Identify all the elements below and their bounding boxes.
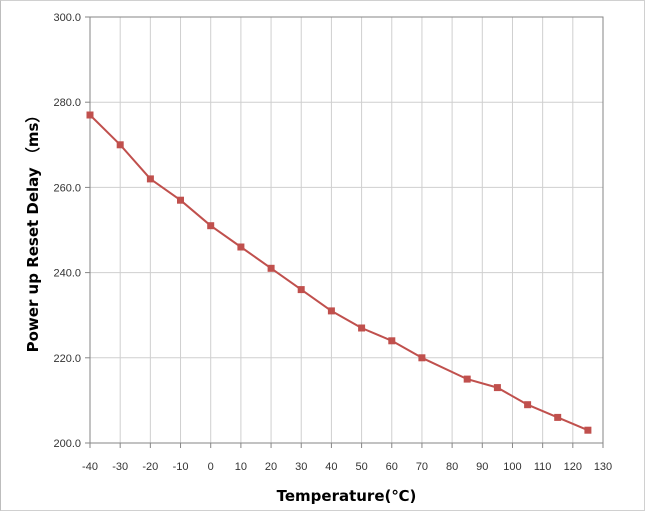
data-point bbox=[86, 111, 94, 119]
x-tick-label: 10 bbox=[235, 461, 247, 473]
data-point bbox=[358, 324, 366, 332]
series-layer bbox=[86, 111, 592, 434]
data-point bbox=[267, 264, 275, 272]
data-point bbox=[237, 243, 245, 251]
data-point bbox=[418, 354, 426, 362]
x-tick-label: -40 bbox=[82, 461, 98, 473]
data-point bbox=[146, 175, 154, 183]
y-axis-ticks: 200.0 220.0 240.0 260.0 280.0 300.0 bbox=[53, 12, 90, 450]
x-tick-label: 60 bbox=[386, 461, 398, 473]
x-tick-label: -10 bbox=[173, 461, 189, 473]
x-tick-label: 110 bbox=[534, 461, 552, 473]
x-tick-label: -20 bbox=[142, 461, 158, 473]
data-point bbox=[327, 307, 335, 315]
x-axis-ticks: -40 -30 -20 -10 0 10 20 30 40 50 60 70 80 90 100 110 120… bbox=[82, 443, 612, 473]
x-tick-label: 30 bbox=[295, 461, 307, 473]
x-tick-label: 100 bbox=[503, 461, 521, 473]
x-tick-label: 90 bbox=[476, 461, 488, 473]
x-tick-label: -30 bbox=[112, 461, 128, 473]
data-point bbox=[388, 337, 396, 345]
data-point bbox=[177, 196, 184, 204]
data-point bbox=[584, 426, 592, 434]
data-point bbox=[116, 141, 124, 149]
y-tick-label: 300.0 bbox=[53, 12, 81, 24]
data-point bbox=[463, 375, 471, 383]
grid-lines bbox=[89, 16, 604, 444]
x-tick-label: 50 bbox=[355, 461, 367, 473]
x-axis-title: Temperature(℃) bbox=[277, 487, 417, 505]
y-axis-title: Power up Reset Delay （ms） bbox=[24, 108, 42, 353]
y-tick-label: 280.0 bbox=[53, 97, 81, 109]
y-tick-label: 200.0 bbox=[53, 438, 81, 450]
data-point bbox=[297, 286, 305, 294]
y-tick-label: 240.0 bbox=[53, 268, 81, 280]
plot-area bbox=[89, 16, 604, 444]
data-point bbox=[524, 401, 532, 409]
x-tick-label: 0 bbox=[208, 461, 214, 473]
x-tick-label: 40 bbox=[325, 461, 337, 473]
x-tick-label: 130 bbox=[594, 461, 612, 473]
x-tick-label: 20 bbox=[265, 461, 277, 473]
data-point bbox=[207, 222, 215, 230]
x-tick-label: 70 bbox=[416, 461, 428, 473]
y-tick-label: 220.0 bbox=[53, 353, 81, 365]
data-point bbox=[554, 413, 562, 421]
x-tick-label: 80 bbox=[446, 461, 458, 473]
x-tick-label: 120 bbox=[564, 461, 582, 473]
data-point bbox=[493, 384, 501, 392]
y-tick-label: 260.0 bbox=[53, 182, 81, 194]
